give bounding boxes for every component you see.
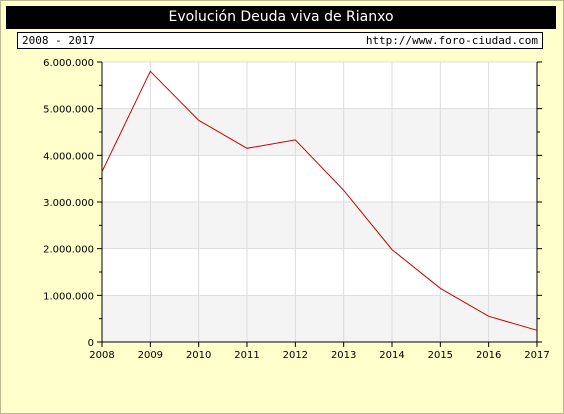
plot-band [102, 295, 537, 342]
y-tick-label: 4.000.000 [43, 151, 94, 162]
source-url: http://www.foro-ciudad.com [365, 34, 538, 47]
series-line [101, 70, 538, 331]
x-tick-label: 2008 [89, 350, 114, 361]
plot-band [102, 202, 537, 249]
x-tick-label: 2013 [331, 350, 356, 361]
y-tick-label: 6.000.000 [43, 58, 94, 69]
period-label: 2008 - 2017 [22, 34, 95, 47]
y-tick-label: 5.000.000 [43, 105, 94, 116]
plot-band [102, 108, 537, 156]
y-tick-label: 0 [88, 338, 94, 349]
x-tick-label: 2010 [186, 350, 211, 361]
x-tick-label: 2012 [283, 350, 308, 361]
y-tick-label: 2.000.000 [43, 245, 94, 256]
chart-title: Evolución Deuda viva de Rianxo [6, 6, 556, 29]
x-tick-label: 2015 [428, 350, 453, 361]
y-axis-ticks: 0 1.000.000 2.000.000 3.000.000 4.000.000 5.0… [43, 58, 542, 349]
y-tick-label: 1.000.000 [43, 291, 94, 302]
x-tick-label: 2014 [379, 350, 404, 361]
x-axis-ticks: 2008 2009 2010 2011 2012 2013 2014 2015 2016 2017 [89, 342, 550, 361]
info-bar: 2008 - 2017 http://www.foro-ciudad.com [17, 32, 543, 49]
y-tick-label: 3.000.000 [43, 198, 94, 209]
series [101, 70, 538, 331]
x-tick-label: 2016 [476, 350, 501, 361]
x-tick-label: 2011 [234, 350, 259, 361]
x-tick-label: 2017 [524, 350, 549, 361]
x-tick-label: 2009 [138, 350, 163, 361]
